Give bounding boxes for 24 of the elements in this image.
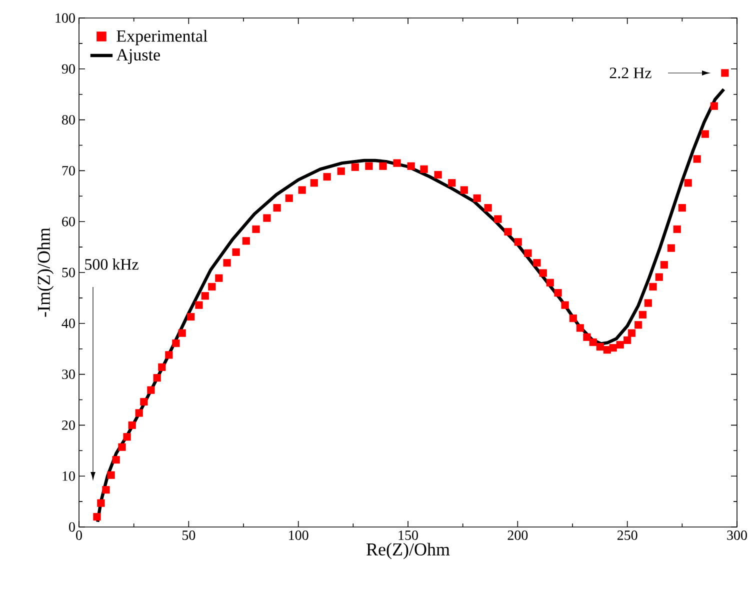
y-axis-title: -Im(Z)/Ohm <box>37 228 54 317</box>
annotation: 500 kHz <box>85 258 138 270</box>
y-tick-label: 60 <box>62 216 75 226</box>
x-tick-label: 50 <box>182 530 196 540</box>
annotation: 2.2 Hz <box>610 68 652 78</box>
x-tick-label: 0 <box>76 530 82 540</box>
y-tick-label: 50 <box>62 268 75 278</box>
y-tick-label: 90 <box>62 64 75 74</box>
y-tick-label: 10 <box>62 471 75 481</box>
legend-label: Ajuste <box>116 49 160 64</box>
x-tick-label: 250 <box>617 530 638 540</box>
x-tick-label: 150 <box>398 530 418 540</box>
y-tick-label: 80 <box>62 115 75 125</box>
y-tick-label: 70 <box>62 166 75 176</box>
legend-label: Experimental <box>116 30 208 46</box>
y-tick-label: 20 <box>62 420 75 430</box>
x-tick-label: 200 <box>508 530 528 540</box>
x-tick-label: 100 <box>289 530 308 540</box>
x-tick-label: 300 <box>727 530 747 540</box>
y-tick-label: 0 <box>69 522 75 532</box>
y-tick-label: 100 <box>56 13 75 23</box>
y-tick-label: 30 <box>62 370 75 380</box>
x-axis-title: Re(Z)/Ohm <box>366 542 450 560</box>
y-tick-label: 40 <box>62 318 75 328</box>
